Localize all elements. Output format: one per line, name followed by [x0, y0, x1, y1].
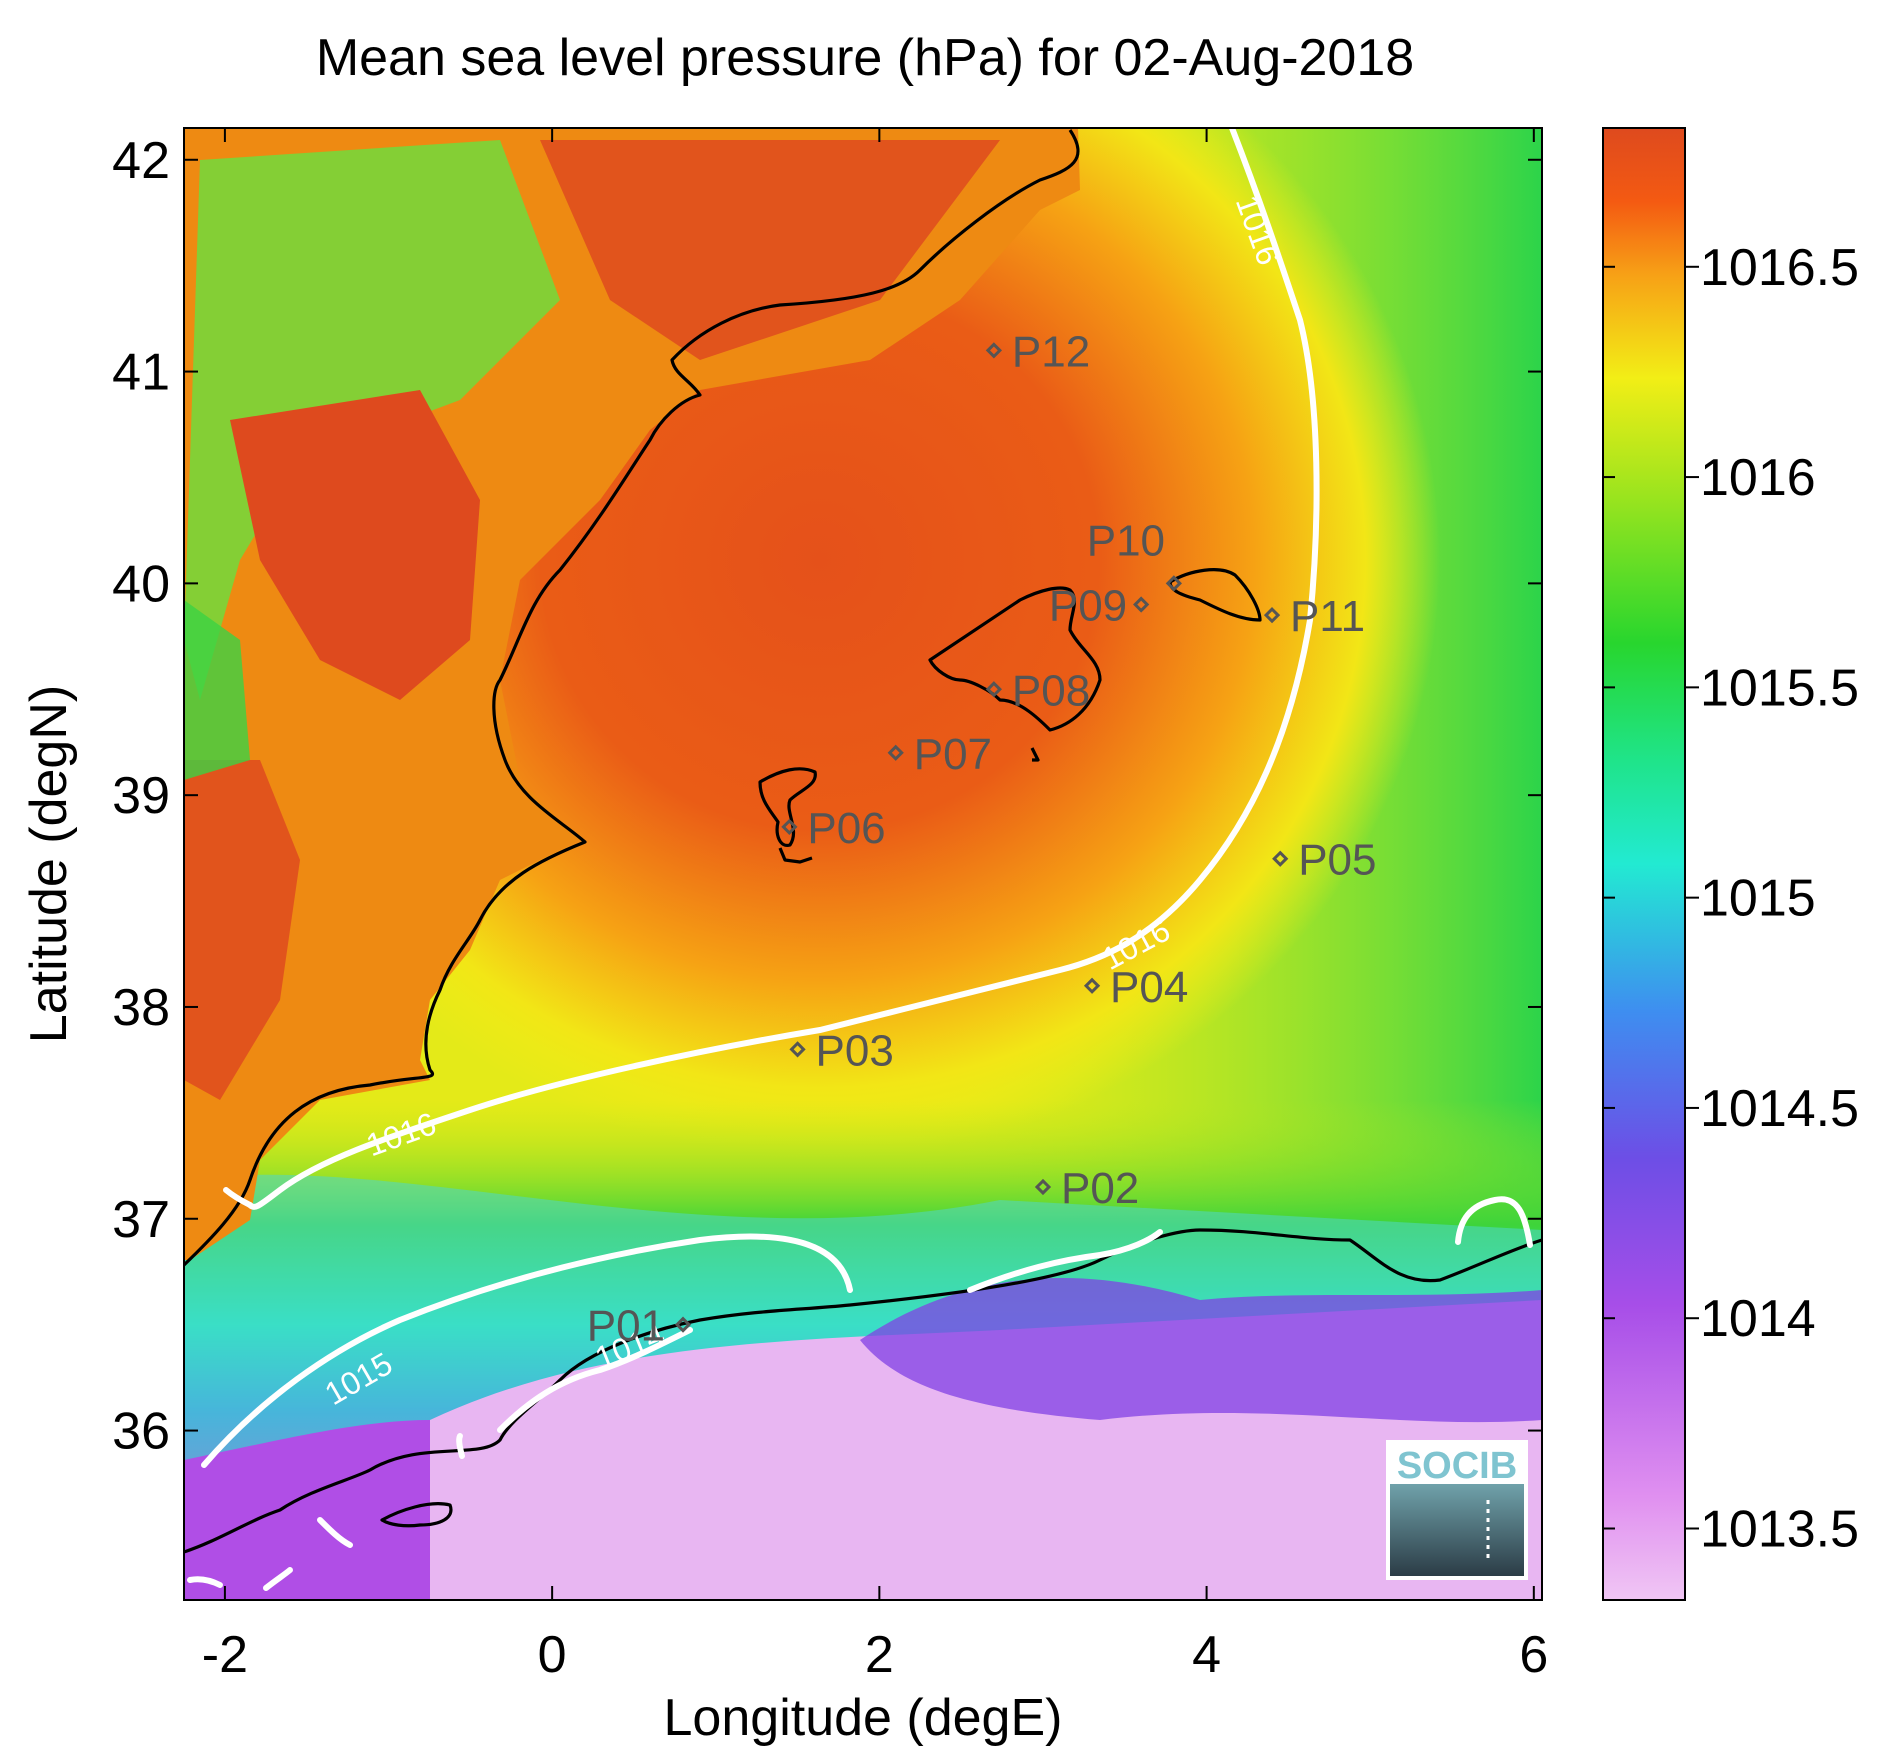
- y-tick-label: 42: [112, 132, 170, 190]
- station-p06: P06: [781, 804, 886, 853]
- station-marker: [1165, 575, 1182, 592]
- station-marker: [887, 744, 904, 761]
- colorbar-ticks: 1016.5 1016 1015.5 1015 1014.5 1014 1013.5: [1603, 239, 1859, 1559]
- stations: P01 P02 P03 P04 P05 P06 P07 P08 P09 P10 P11 P12: [587, 327, 1377, 1350]
- contours: [187, 128, 1533, 1591]
- logo-text: SOCIB: [1397, 1445, 1517, 1487]
- station-label: P01: [587, 1302, 665, 1351]
- colorbar: [1602, 127, 1686, 1601]
- station-p04: P04: [1083, 963, 1188, 1012]
- station-marker: [985, 342, 1003, 359]
- colorbar-tick-label: 1016.5: [1700, 239, 1859, 297]
- colorbar-tick-label: 1016: [1700, 449, 1816, 507]
- station-marker: [1133, 596, 1150, 613]
- station-p08: P08: [985, 666, 1090, 715]
- station-label: P06: [807, 804, 885, 853]
- colorbar-tick-label: 1015: [1700, 870, 1816, 928]
- x-axis-label: Longitude (degE): [664, 1689, 1063, 1747]
- x-tick-label: 6: [1519, 1626, 1548, 1684]
- y-tick-label: 39: [112, 767, 170, 825]
- station-marker: [985, 681, 1003, 698]
- station-p12: P12: [985, 327, 1090, 376]
- coastline: [184, 129, 1542, 1554]
- station-label: P03: [816, 1026, 894, 1075]
- y-tick-label: 37: [112, 1191, 170, 1249]
- y-tick-label: 41: [112, 344, 170, 402]
- y-tick-label: 38: [112, 979, 170, 1037]
- chart-title: Mean sea level pressure (hPa) for 02-Aug…: [316, 29, 1414, 87]
- station-marker: [789, 1041, 806, 1058]
- x-tick-label: -2: [202, 1626, 248, 1684]
- station-marker: [1272, 850, 1289, 867]
- station-label: P09: [1049, 582, 1127, 631]
- station-p03: P03: [789, 1026, 894, 1075]
- socib-logo: SOCIB: [1386, 1440, 1528, 1580]
- x-tick-label: 0: [538, 1626, 567, 1684]
- station-p11: P11: [1263, 592, 1365, 641]
- x-tick-label: 4: [1192, 1626, 1221, 1684]
- station-p02: P02: [1034, 1164, 1139, 1213]
- station-label: P10: [1087, 516, 1165, 565]
- station-label: P05: [1298, 836, 1376, 885]
- station-marker: [674, 1316, 692, 1333]
- station-p01: P01: [587, 1302, 692, 1351]
- station-label: P02: [1061, 1164, 1139, 1213]
- station-p05: P05: [1272, 836, 1377, 885]
- x-tick-label: 2: [865, 1626, 894, 1684]
- y-tick-label: 40: [112, 555, 170, 613]
- y-tick-label: 36: [112, 1403, 170, 1461]
- station-label: P12: [1012, 327, 1090, 376]
- station-label: P11: [1290, 592, 1365, 641]
- station-marker: [1263, 607, 1281, 624]
- y-axis-label: Latitude (degN): [20, 685, 78, 1043]
- station-p10: P10: [1087, 516, 1182, 592]
- station-p09: P09: [1049, 582, 1150, 631]
- colorbar-tick-label: 1013.5: [1700, 1501, 1859, 1559]
- station-label: P04: [1110, 963, 1188, 1012]
- station-marker: [781, 818, 798, 836]
- colorbar-tick-label: 1015.5: [1700, 659, 1859, 717]
- plot-frame: [183, 127, 1543, 1601]
- station-p07: P07: [887, 730, 992, 779]
- x-axis-ticks: -2 0 2 4 6: [202, 128, 1548, 1684]
- station-marker: [1083, 977, 1101, 994]
- colorbar-tick-label: 1014: [1700, 1290, 1816, 1348]
- station-label: P07: [914, 730, 992, 779]
- station-marker: [1034, 1178, 1052, 1196]
- y-axis-ticks: 42 41 40 39 38 37 36: [112, 132, 1542, 1461]
- station-label: P08: [1012, 666, 1090, 715]
- colorbar-tick-label: 1014.5: [1700, 1080, 1859, 1138]
